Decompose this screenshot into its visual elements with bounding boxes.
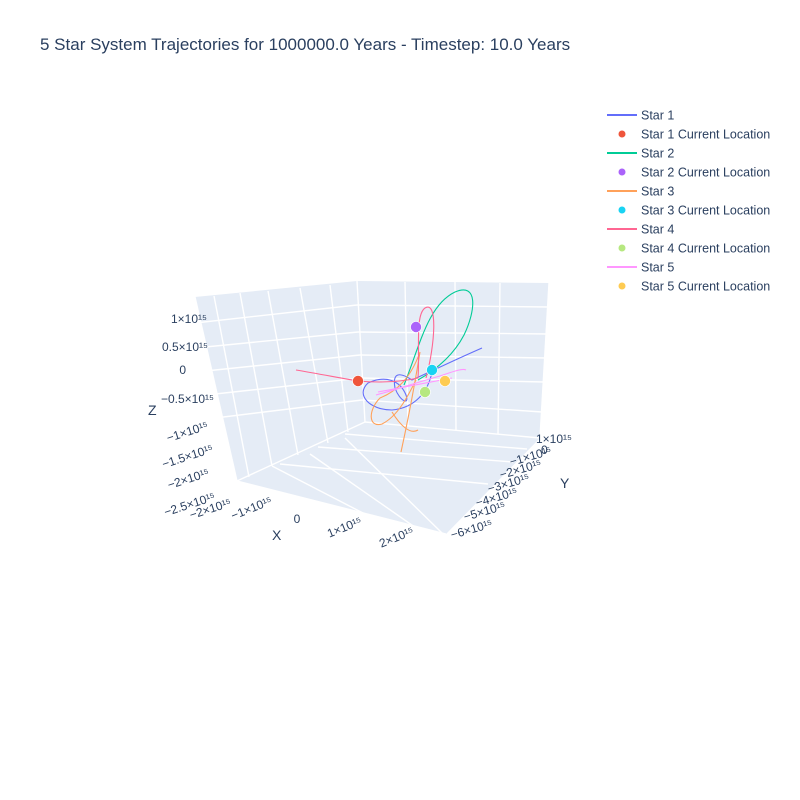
grid-line — [271, 465, 393, 529]
grid-line — [344, 437, 443, 534]
grid-line — [198, 399, 363, 421]
grid-line — [196, 377, 362, 397]
legend-marker-swatch — [618, 130, 626, 138]
y-tick-label: 1×10¹⁵ — [536, 432, 572, 446]
grid-line — [213, 295, 250, 478]
legend-marker-swatch — [618, 282, 626, 290]
z-tick-label: 0.5×10¹⁵ — [162, 340, 208, 354]
legend-label: Star 4 Current Location — [641, 242, 770, 256]
grid-line — [267, 290, 299, 456]
x-tick-label: −1×10¹⁵ — [229, 494, 274, 523]
star-3-current-location — [426, 364, 438, 376]
z-tick-label: −0.5×10¹⁵ — [161, 392, 214, 406]
legend-item[interactable]: Star 1 Current Location — [618, 128, 771, 142]
z-tick-label: −2×10¹⁵ — [166, 466, 211, 493]
legend-label: Star 5 Current Location — [641, 280, 770, 294]
back-wall-right — [357, 281, 549, 438]
z-tick-label: −1×10¹⁵ — [165, 419, 210, 446]
grid-line — [309, 453, 420, 531]
legend-label: Star 4 — [641, 223, 674, 237]
z-tick-label: 1×10¹⁵ — [171, 312, 207, 326]
z-axis-title: Z — [148, 402, 157, 418]
y-tick-label: 0 — [541, 443, 548, 457]
legend-marker-swatch — [618, 168, 626, 176]
legend-item[interactable]: Star 1 — [607, 109, 674, 123]
legend[interactable]: Star 1 Star 1 Current Location Star 2 Star … — [607, 109, 770, 294]
grid-line — [236, 421, 366, 482]
star-4-trajectory — [295, 306, 435, 383]
legend-label: Star 3 Current Location — [641, 204, 770, 218]
legend-label: Star 2 Current Location — [641, 166, 770, 180]
legend-label: Star 1 Current Location — [641, 128, 770, 142]
trajectories — [295, 289, 483, 453]
legend-label: Star 1 — [641, 109, 674, 123]
grid-line — [344, 433, 528, 450]
x-axis-title: X — [272, 527, 282, 543]
scene-walls — [195, 281, 549, 534]
legend-item[interactable]: Star 3 Current Location — [618, 204, 771, 218]
z-tick-label: 0 — [179, 363, 186, 377]
star-1-current-location — [352, 375, 364, 387]
x-tick-label: 2×10¹⁵ — [377, 524, 416, 550]
floor-plane — [237, 422, 540, 534]
grid-line — [195, 354, 361, 373]
grid-line — [279, 463, 489, 485]
grid-line — [357, 331, 549, 335]
star-3-trajectory — [370, 351, 421, 453]
grid-line — [299, 287, 329, 444]
grid-line — [359, 354, 547, 359]
legend-item[interactable]: Star 4 Current Location — [618, 242, 771, 256]
star-2-current-location — [410, 321, 422, 333]
grid-line — [239, 292, 273, 467]
x-tick-label: 1×10¹⁵ — [325, 514, 364, 540]
current-location-markers — [352, 321, 451, 398]
legend-item[interactable]: Star 4 — [607, 223, 674, 237]
grid-line — [317, 446, 514, 463]
chart-title: 5 Star System Trajectories for 1000000.0… — [40, 35, 570, 54]
legend-item[interactable]: Star 2 Current Location — [618, 166, 771, 180]
grid-line — [356, 304, 550, 308]
grid-line — [194, 296, 238, 482]
legend-item[interactable]: Star 5 Current Location — [618, 280, 771, 294]
grid-line — [194, 331, 359, 349]
grid-line — [361, 399, 543, 413]
legend-label: Star 2 — [641, 147, 674, 161]
legend-marker-swatch — [618, 244, 626, 252]
grid-line — [364, 421, 541, 439]
legend-item[interactable]: Star 5 — [607, 261, 674, 275]
legend-item[interactable]: Star 2 — [607, 147, 674, 161]
star-2-trajectory — [403, 289, 474, 386]
back-wall-left — [195, 281, 365, 481]
grid-line — [329, 284, 349, 433]
grid-lines — [194, 280, 550, 535]
grid-line — [360, 377, 545, 383]
star-5-current-location — [439, 375, 451, 387]
legend-label: Star 3 — [641, 185, 674, 199]
legend-item[interactable]: Star 3 — [607, 185, 674, 199]
x-tick-label: 0 — [294, 512, 301, 526]
legend-marker-swatch — [618, 206, 626, 214]
legend-label: Star 5 — [641, 261, 674, 275]
y-axis-title: Y — [560, 475, 570, 491]
star-4-current-location — [419, 386, 431, 398]
grid-line — [194, 304, 358, 324]
star-1-trajectory — [362, 347, 483, 411]
